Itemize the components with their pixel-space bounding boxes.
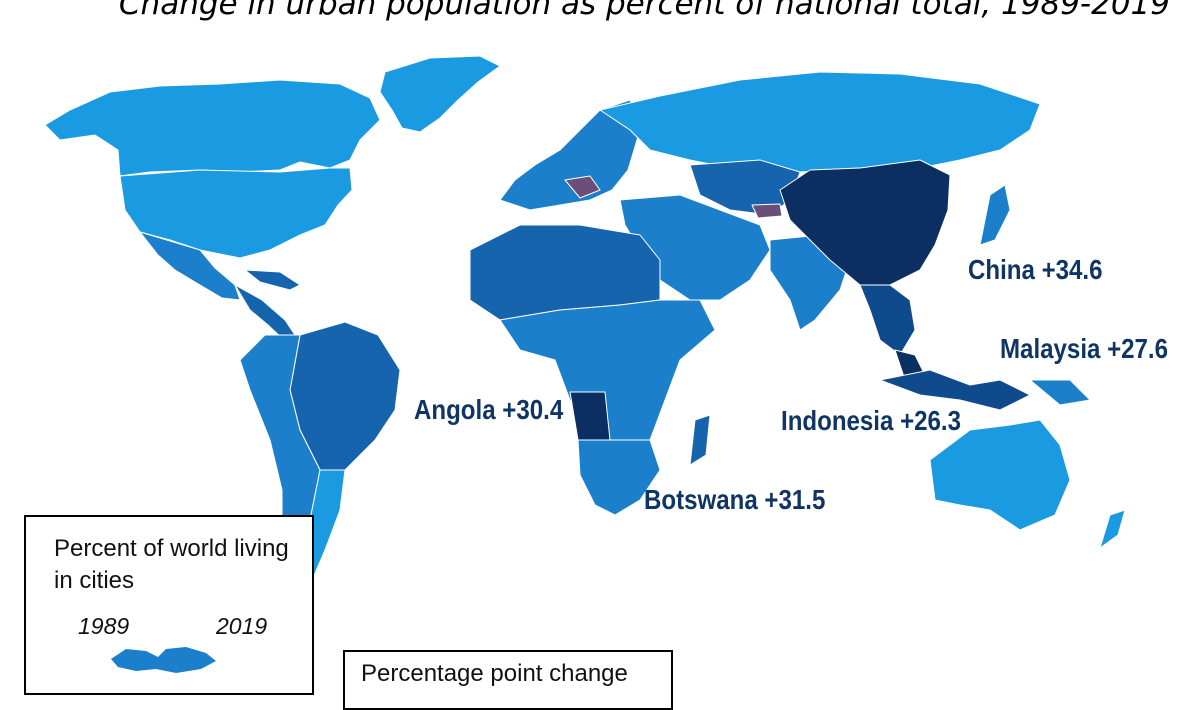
region-png	[1029, 379, 1091, 406]
callout-botswana: Botswana +31.5	[644, 484, 826, 515]
region-kyrgyz-tajik	[751, 203, 783, 219]
legend-box: Percentage point change	[343, 650, 673, 710]
region-australia	[929, 419, 1071, 531]
region-central-america	[234, 284, 296, 341]
callout-malaysia: Malaysia +27.6	[1000, 333, 1169, 364]
map-title: Change in urban population as percent of…	[118, 0, 1170, 22]
region-caribbean	[244, 269, 301, 291]
region-greenland	[379, 55, 501, 133]
region-central-africa	[499, 299, 716, 451]
region-southeast-asia	[859, 284, 916, 356]
region-mexico	[139, 231, 241, 301]
legend-title: Percentage point change	[361, 660, 628, 687]
callout-china: China +34.6	[968, 254, 1103, 285]
region-japan	[979, 184, 1011, 246]
region-angola	[569, 391, 611, 441]
inset-title: Percent of world living in cities	[54, 535, 289, 594]
world-cities-inset: Percent of world living in cities 1989 2…	[24, 515, 314, 695]
region-new-zealand	[1099, 509, 1126, 549]
region-balkans	[564, 175, 601, 199]
region-russia	[599, 71, 1041, 173]
region-madagascar	[689, 414, 711, 466]
callout-angola: Angola +30.4	[414, 394, 564, 425]
inset-year-2019: 2019	[216, 613, 268, 639]
region-china	[779, 159, 951, 286]
inset-year-1989: 1989	[78, 613, 130, 639]
region-canada	[44, 79, 381, 177]
inset-globe-icon	[111, 647, 216, 673]
callout-indonesia: Indonesia +26.3	[781, 405, 962, 436]
region-southern-africa	[577, 439, 661, 516]
region-indonesia	[879, 369, 1031, 411]
world-choropleth-map	[44, 55, 1126, 586]
